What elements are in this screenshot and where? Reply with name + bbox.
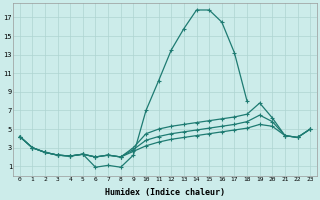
X-axis label: Humidex (Indice chaleur): Humidex (Indice chaleur) <box>105 188 225 197</box>
